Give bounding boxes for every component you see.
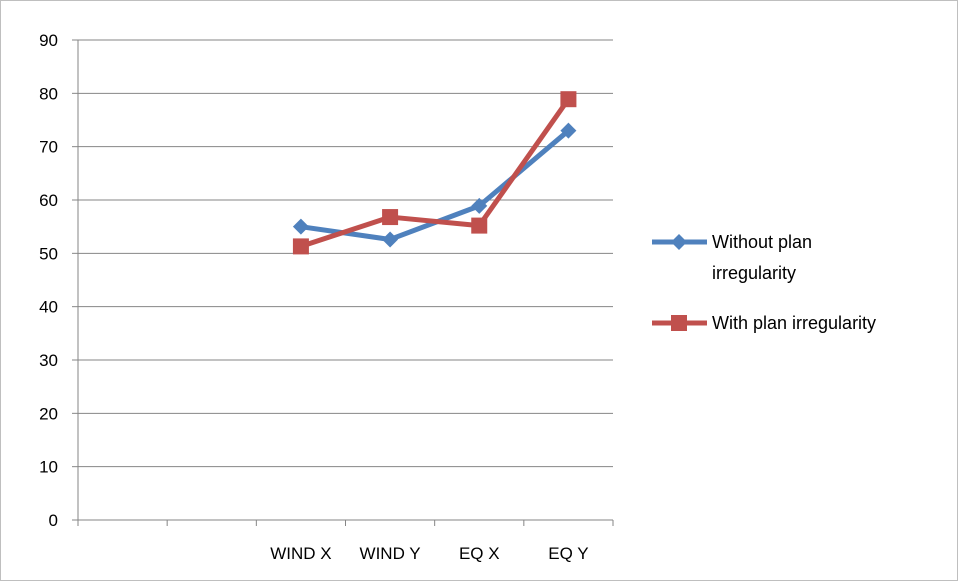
x-tick-label-eq-x: EQ X <box>459 544 500 563</box>
y-tick-label-10: 10 <box>39 458 58 477</box>
legend-label-line: irregularity <box>712 263 796 283</box>
legend-swatch-marker-1 <box>671 234 687 250</box>
series-1 <box>292 122 577 248</box>
y-tick-label-0: 0 <box>49 511 58 530</box>
x-tick-label-eq-y: EQ Y <box>548 544 588 563</box>
y-tick-label-80: 80 <box>39 84 58 103</box>
series-2-point-eq-y <box>560 91 577 108</box>
series-2-line <box>298 96 571 249</box>
legend-label-line: Without plan <box>712 232 812 252</box>
gridlines <box>78 39 613 468</box>
series-1-point-eq-y <box>560 122 577 139</box>
series-2-point-eq-x <box>471 217 488 234</box>
y-tick-label-20: 20 <box>39 404 58 423</box>
y-tick-labels: 0 10 20 30 40 50 60 70 80 90 <box>39 31 58 530</box>
x-tick-label-wind-y: WIND Y <box>360 544 421 563</box>
y-tick-label-70: 70 <box>39 138 58 157</box>
legend-label-1: Without plan irregularity <box>712 232 812 283</box>
legend-item-2: With plan irregularity <box>652 313 876 333</box>
series-2-point-wind-x <box>292 238 309 255</box>
legend-label-line: With plan irregularity <box>712 313 876 333</box>
x-tick-labels: WIND X WIND Y EQ X EQ Y <box>270 544 588 563</box>
y-tick-label-90: 90 <box>39 31 58 50</box>
series-2 <box>292 91 577 255</box>
series-2-point-wind-y <box>382 209 399 226</box>
axes <box>72 39 613 521</box>
series-1-point-wind-x <box>292 218 309 235</box>
series-group <box>292 91 577 255</box>
y-tick-label-40: 40 <box>39 298 58 317</box>
series-1-point-wind-y <box>382 231 399 248</box>
legend-label-2: With plan irregularity <box>712 313 876 333</box>
legend-item-1: Without plan irregularity <box>652 232 812 283</box>
y-tick-label-30: 30 <box>39 351 58 370</box>
x-tick-label-wind-x: WIND X <box>270 544 331 563</box>
legend: Without plan irregularity With plan irregu… <box>652 232 876 333</box>
x-tick-marks <box>77 520 614 526</box>
legend-swatch-marker-2 <box>671 315 687 331</box>
y-tick-label-60: 60 <box>39 191 58 210</box>
y-tick-label-50: 50 <box>39 244 58 263</box>
series-1-point-eq-x <box>471 197 488 214</box>
